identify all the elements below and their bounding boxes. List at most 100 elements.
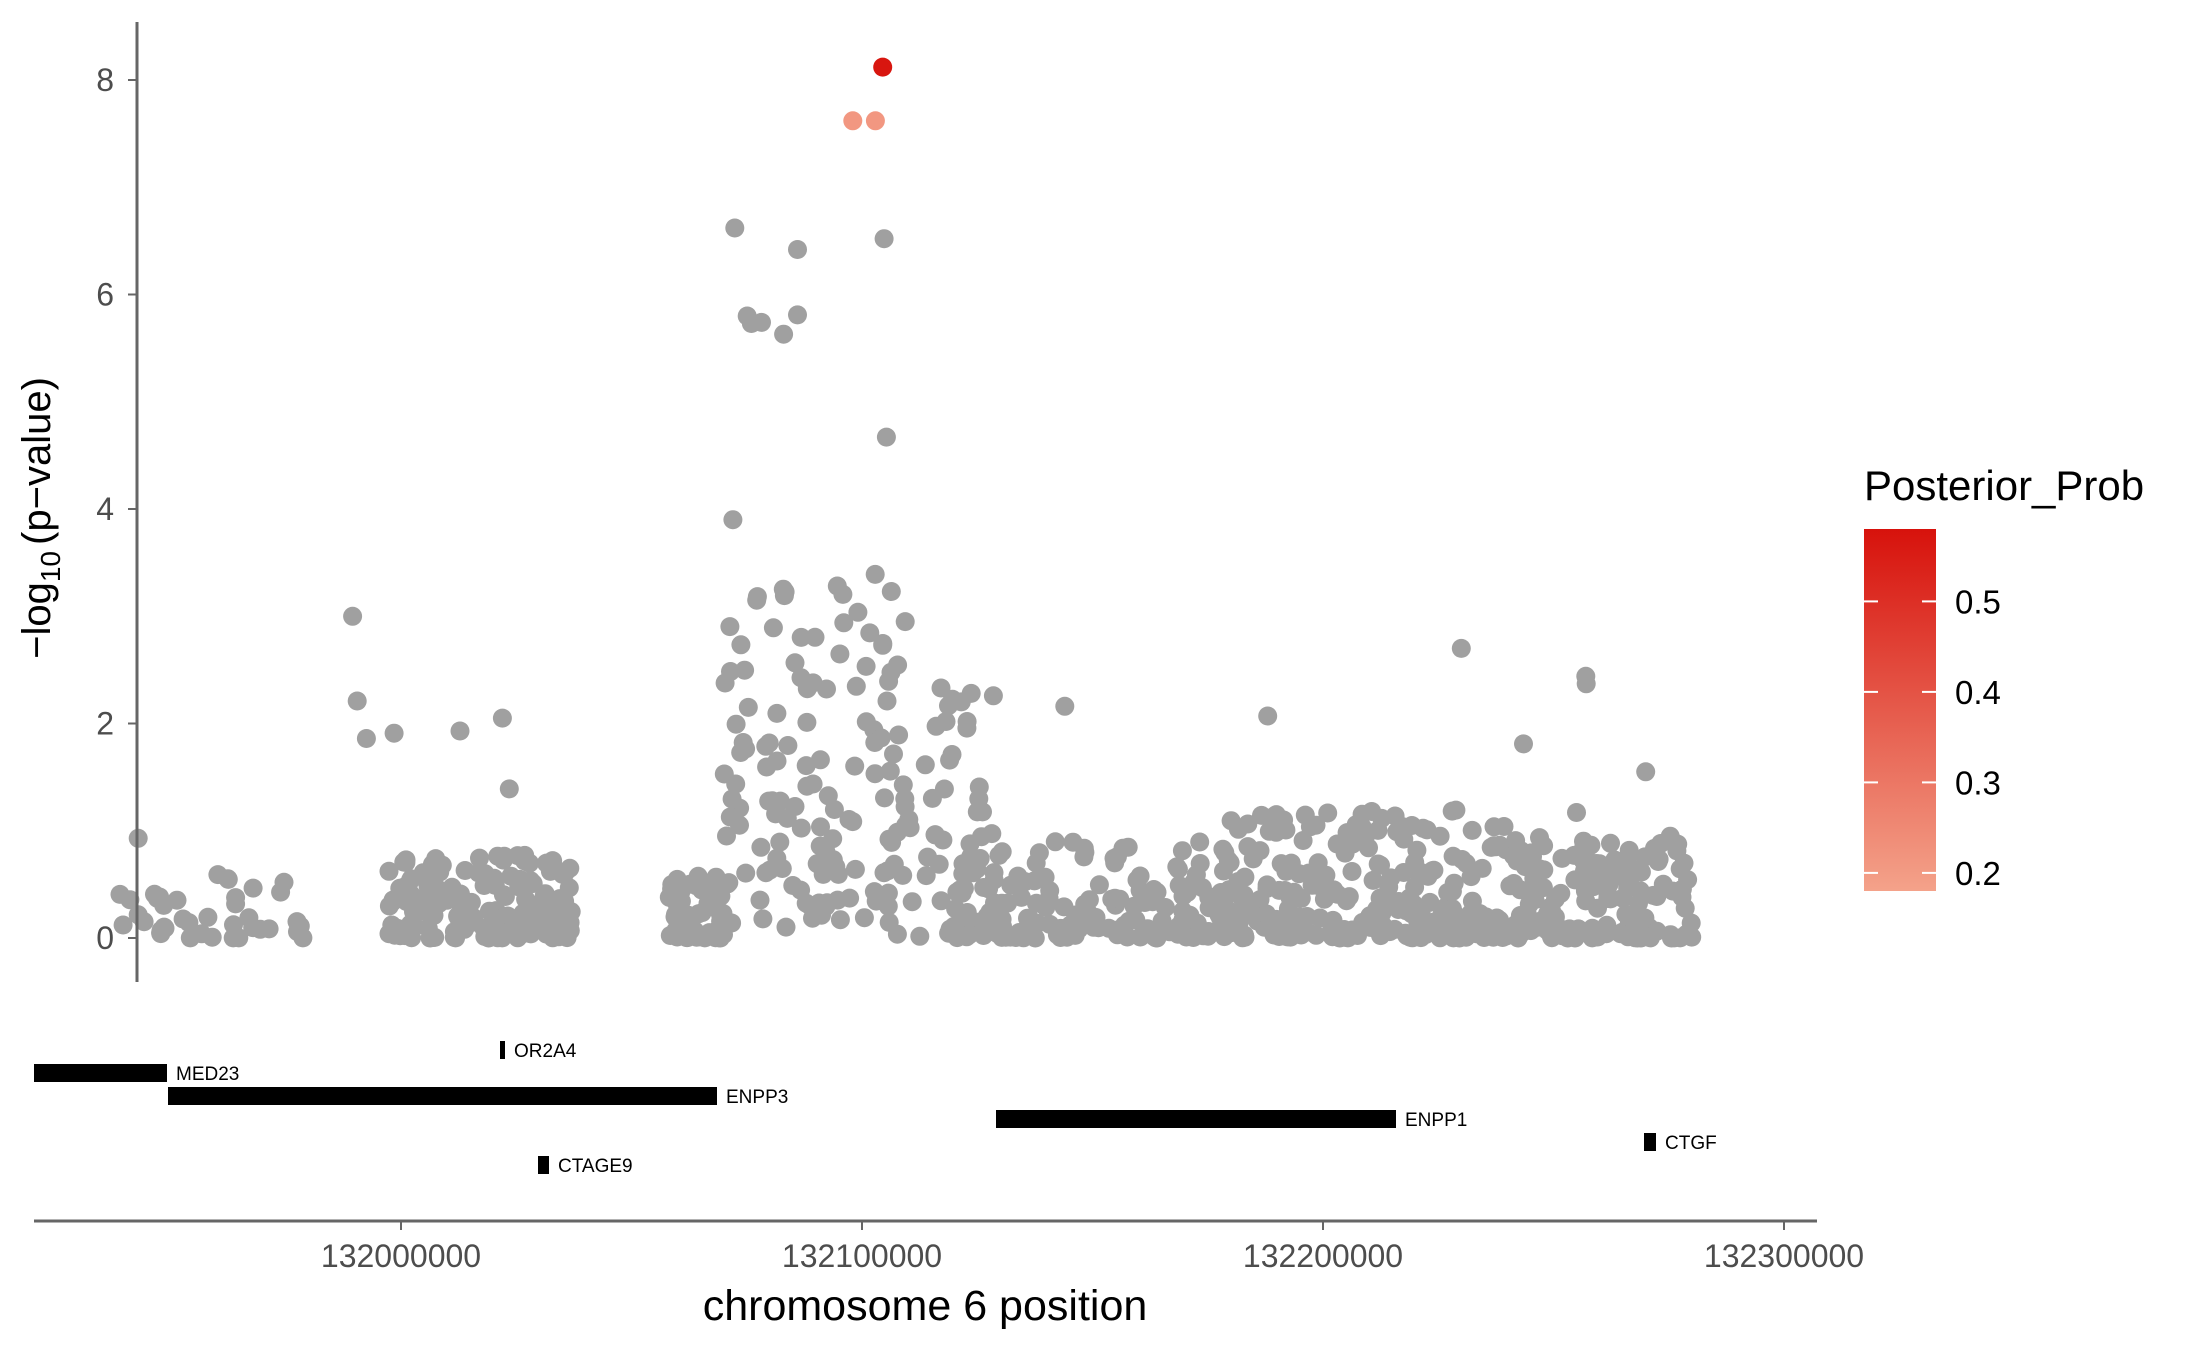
snp-point	[509, 877, 529, 897]
snp-point	[450, 721, 470, 741]
snp-point	[774, 324, 794, 344]
snp-point	[1084, 917, 1104, 937]
snp-point	[1441, 903, 1461, 922]
snp-point	[453, 905, 472, 924]
snp-point	[731, 743, 751, 762]
snp-point	[1045, 832, 1065, 852]
snp-point	[1306, 865, 1326, 885]
snp-point	[1610, 924, 1630, 944]
snp-point	[1146, 928, 1166, 948]
snp-point	[667, 869, 687, 889]
snp-point	[1203, 887, 1223, 907]
snp-point	[1462, 891, 1482, 911]
snp-point	[881, 582, 901, 601]
snp-point	[426, 849, 446, 869]
snp-point	[1582, 928, 1602, 948]
snp-point	[1681, 913, 1701, 933]
snp-point	[1352, 817, 1372, 837]
snp-point	[1117, 927, 1137, 947]
snp-point	[910, 926, 930, 946]
snp-point	[384, 723, 404, 743]
snp-point	[718, 874, 737, 894]
snp-point	[1546, 889, 1565, 909]
snp-point	[493, 850, 513, 870]
snp-point	[895, 612, 915, 632]
snp-point	[1342, 862, 1362, 881]
snp-point	[1337, 891, 1356, 911]
snp-point	[1069, 919, 1089, 939]
snp-point	[1353, 912, 1373, 932]
gene-bar	[168, 1087, 717, 1105]
snp-point	[535, 884, 555, 904]
snp-point	[1601, 833, 1620, 853]
snp-point	[750, 890, 770, 910]
snp-point	[501, 921, 521, 941]
snp-point	[493, 885, 513, 905]
snp-point	[1184, 873, 1204, 892]
snp-point	[1660, 826, 1680, 846]
snp-point	[874, 229, 894, 249]
snp-point	[1250, 841, 1270, 861]
snp-point	[1105, 853, 1125, 873]
snp-point	[823, 829, 843, 849]
snp-point	[880, 761, 900, 781]
legend-ticks: 0.2 0.3 0.4 0.5	[1864, 583, 2001, 892]
snp-point	[770, 832, 790, 852]
snp-point	[1682, 927, 1702, 947]
snp-point	[1221, 811, 1241, 831]
snp-point	[1264, 807, 1284, 827]
snp-point	[226, 888, 246, 908]
snp-point	[856, 656, 876, 676]
snp-point	[876, 427, 896, 447]
snp-point	[120, 890, 140, 910]
snp-point	[1631, 928, 1651, 948]
snp-point	[1075, 894, 1095, 914]
snp-point	[714, 764, 734, 784]
snp-point	[889, 725, 909, 745]
snp-point	[773, 579, 793, 599]
y-axis-title-prefix: −log	[15, 582, 59, 659]
snp-point	[720, 807, 740, 827]
y-tick-label: 2	[96, 706, 114, 742]
snp-point	[1411, 905, 1431, 924]
snp-point	[426, 887, 446, 907]
snp-point	[946, 899, 966, 919]
snp-point	[703, 925, 723, 945]
snp-point	[1567, 803, 1586, 822]
snp-point	[167, 890, 187, 910]
snp-point	[1462, 820, 1482, 840]
snp-point	[854, 908, 874, 928]
snp-point	[396, 853, 416, 872]
snp-point	[1510, 906, 1530, 925]
snp-point	[860, 623, 880, 643]
snp-point	[1295, 805, 1315, 825]
snp-point	[1472, 858, 1492, 878]
snp-point	[735, 660, 755, 680]
snp-point	[522, 921, 542, 941]
snp-point	[848, 602, 868, 622]
y-axis-title: −log10 (p−value)	[15, 377, 66, 659]
snp-point	[1618, 878, 1638, 898]
snp-point	[810, 750, 830, 770]
snp-point	[1675, 898, 1695, 918]
snp-point	[180, 928, 200, 948]
snp-point	[1581, 835, 1601, 855]
snp-point	[759, 733, 779, 753]
snp-point	[1405, 877, 1425, 897]
snp-point	[1537, 920, 1557, 940]
snp-point	[1514, 734, 1533, 754]
snp-point	[741, 314, 761, 333]
snp-point	[1442, 881, 1462, 901]
snp-point	[385, 925, 405, 945]
snp-point	[763, 618, 783, 638]
snp-point	[791, 818, 811, 838]
snp-point	[379, 896, 399, 916]
snp-point	[767, 848, 787, 868]
snp-point	[878, 883, 898, 903]
snp-point	[1199, 922, 1218, 941]
snp-point	[915, 755, 935, 775]
snp-point	[757, 757, 777, 777]
legend-tick-label: 0.2	[1955, 855, 2001, 892]
